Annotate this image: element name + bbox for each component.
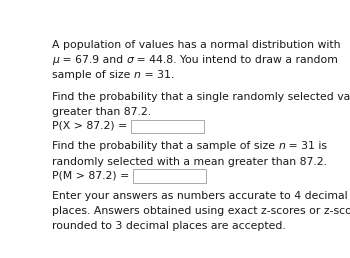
Text: σ: σ: [126, 55, 133, 65]
Text: Find the probability that a single randomly selected value is: Find the probability that a single rando…: [52, 92, 350, 102]
Text: sample of size: sample of size: [52, 70, 134, 80]
Text: μ: μ: [52, 55, 59, 65]
Text: P(M > 87.2) =: P(M > 87.2) =: [52, 171, 129, 180]
Text: rounded to 3 decimal places are accepted.: rounded to 3 decimal places are accepted…: [52, 221, 286, 231]
Text: = 67.9 and: = 67.9 and: [59, 55, 126, 65]
Text: n: n: [278, 141, 285, 151]
Text: A population of values has a normal distribution with: A population of values has a normal dist…: [52, 40, 341, 50]
Text: n: n: [134, 70, 141, 80]
FancyBboxPatch shape: [133, 170, 206, 183]
Text: places. Answers obtained using exact z-scores or z-scores: places. Answers obtained using exact z-s…: [52, 206, 350, 216]
FancyBboxPatch shape: [131, 120, 204, 133]
Text: = 31 is: = 31 is: [285, 141, 327, 151]
Text: = 44.8. You intend to draw a random: = 44.8. You intend to draw a random: [133, 55, 338, 65]
Text: = 31.: = 31.: [141, 70, 174, 80]
Text: Find the probability that a sample of size: Find the probability that a sample of si…: [52, 141, 278, 151]
Text: randomly selected with a mean greater than 87.2.: randomly selected with a mean greater th…: [52, 157, 327, 166]
Text: greater than 87.2.: greater than 87.2.: [52, 107, 151, 117]
Text: Enter your answers as numbers accurate to 4 decimal: Enter your answers as numbers accurate t…: [52, 191, 348, 201]
Text: P(X > 87.2) =: P(X > 87.2) =: [52, 121, 127, 131]
